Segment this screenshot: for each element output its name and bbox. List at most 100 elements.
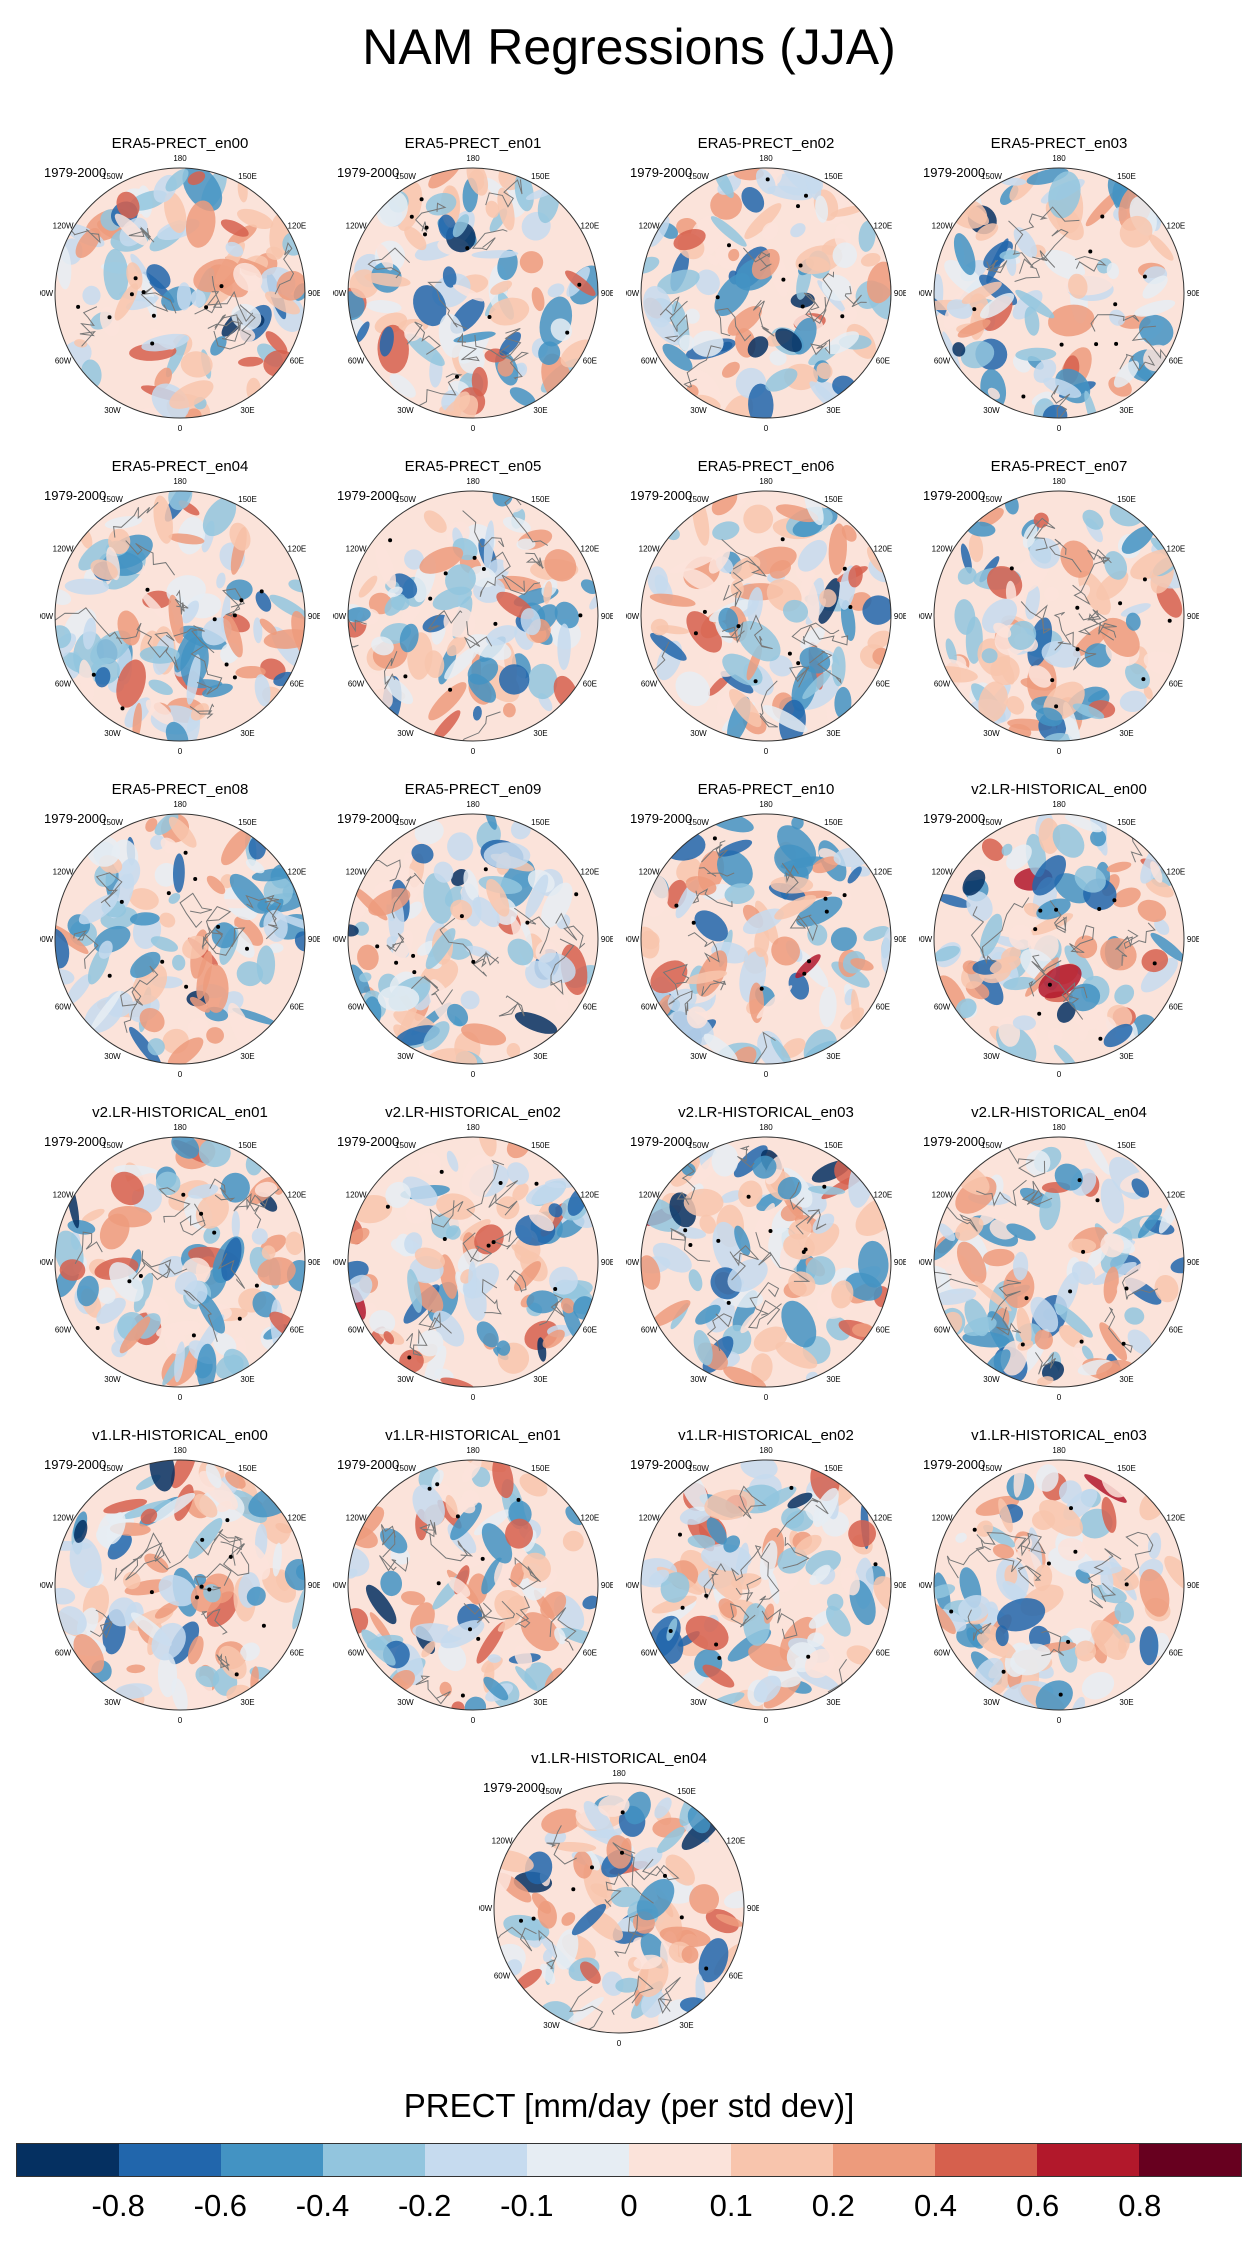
anomaly-patch <box>502 703 516 718</box>
anomaly-patch <box>205 1463 222 1489</box>
anomaly-patch <box>718 839 753 857</box>
anomaly-patch <box>527 663 558 700</box>
coastline <box>538 1929 558 1970</box>
anomaly-patch <box>796 896 843 927</box>
anomaly-patch <box>103 248 129 301</box>
coastline <box>419 1519 437 1538</box>
anomaly-patch <box>1092 1584 1127 1604</box>
longitude-label: 90W <box>919 289 933 298</box>
longitude-label: 60W <box>934 1003 951 1012</box>
anomaly-patch <box>510 1562 525 1588</box>
anomaly-patch <box>978 1204 1001 1226</box>
anomaly-patch <box>461 1460 482 1483</box>
coastline <box>1021 1180 1053 1206</box>
anomaly-patch <box>946 299 973 319</box>
anomaly-patch <box>805 256 830 272</box>
polar-map: 180 150E 120E 90E 60E 30E 0 30W 60W 90W 120W 150W <box>626 1123 906 1402</box>
anomaly-patch <box>246 1586 266 1606</box>
coastline <box>367 247 411 279</box>
map-panel: v2.LR-HISTORICAL_en02 1979-2000 180 150E 120… <box>333 1104 613 1404</box>
longitude-label: 180 <box>466 1123 480 1132</box>
panel-title: ERA5-PRECT_en02 <box>697 135 835 152</box>
anomaly-patch <box>752 1155 777 1179</box>
anomaly-patch <box>81 1208 105 1223</box>
coastline <box>809 271 834 323</box>
anomaly-patch <box>807 1185 846 1195</box>
anomaly-patch <box>145 699 174 725</box>
significance-marker <box>1068 1289 1073 1294</box>
anomaly-patch <box>1078 1560 1123 1575</box>
anomaly-patch <box>757 1486 797 1512</box>
longitude-label: 150E <box>1117 1141 1136 1150</box>
longitude-label: 30W <box>983 406 1000 415</box>
significance-marker <box>842 566 847 571</box>
anomaly-patch <box>472 896 500 928</box>
significance-marker <box>1094 342 1099 347</box>
anomaly-patch <box>167 1037 204 1064</box>
anomaly-patch <box>1148 233 1174 261</box>
longitude-label: 60E <box>583 1649 597 1658</box>
polar-map: 180 150E 120E 90E 60E 30E 0 30W 60W 90W 120W 150W <box>333 477 613 756</box>
panel-period: 1979-2000 <box>44 1134 107 1149</box>
anomaly-patch <box>863 926 890 942</box>
anomaly-patch <box>721 361 740 378</box>
significance-marker <box>1142 577 1147 582</box>
anomaly-patch <box>610 1886 641 1908</box>
anomaly-patch <box>460 990 480 1010</box>
significance-marker <box>802 971 807 976</box>
anomaly-patch <box>348 607 371 623</box>
coastline <box>1087 1548 1122 1584</box>
anomaly-patch <box>98 940 113 959</box>
panel-period: 1979-2000 <box>44 165 107 180</box>
anomaly-patch <box>1042 377 1082 398</box>
longitude-label: 30E <box>826 406 840 415</box>
significance-marker <box>91 672 96 677</box>
anomaly-patch <box>524 1851 553 1885</box>
anomaly-patch <box>866 261 891 304</box>
longitude-label: 120W <box>346 222 367 231</box>
anomaly-patch <box>998 1498 1013 1533</box>
anomaly-patch <box>1064 814 1103 833</box>
anomaly-patch <box>560 1298 575 1314</box>
anomaly-patch <box>1060 540 1094 578</box>
anomaly-patch <box>233 262 263 292</box>
colorbar-tick-label: 0.8 <box>1118 2188 1162 2223</box>
significance-marker <box>428 596 433 601</box>
coastline <box>550 938 575 996</box>
anomaly-patch <box>938 1223 956 1242</box>
significance-marker <box>127 1279 132 1284</box>
anomaly-patch <box>722 394 754 418</box>
significance-marker <box>141 290 146 295</box>
longitude-label: 30E <box>533 1698 547 1707</box>
anomaly-patch <box>108 1206 152 1228</box>
anomaly-patch <box>74 339 88 348</box>
significance-marker <box>1033 927 1038 932</box>
coastline <box>1089 1582 1117 1609</box>
coastline <box>1053 611 1072 651</box>
polar-map: 180 150E 120E 90E 60E 30E 0 30W 60W 90W 120W 150W <box>919 154 1199 433</box>
coastline <box>114 1557 158 1582</box>
anomaly-patch <box>509 387 536 407</box>
anomaly-patch <box>471 366 488 397</box>
longitude-label: 30E <box>533 1375 547 1384</box>
significance-marker <box>483 867 488 872</box>
anomaly-patch <box>446 1003 469 1027</box>
panel-title: v1.LR-HISTORICAL_en03 <box>971 1427 1147 1444</box>
coastline <box>120 1542 189 1572</box>
significance-marker <box>525 920 530 925</box>
longitude-label: 120W <box>346 868 367 877</box>
anomaly-patch <box>225 241 244 257</box>
significance-marker <box>427 1486 432 1491</box>
longitude-label: 90W <box>40 289 54 298</box>
longitude-label: 120W <box>932 868 953 877</box>
anomaly-patch <box>487 1654 501 1663</box>
coastline <box>1121 1269 1159 1300</box>
anomaly-patch <box>966 891 993 922</box>
anomaly-patch <box>1101 1496 1117 1533</box>
anomaly-patch <box>411 843 434 864</box>
anomaly-patch <box>528 1210 555 1232</box>
longitude-label: 0 <box>178 1070 183 1079</box>
anomaly-patch <box>656 1826 685 1854</box>
anomaly-patch <box>168 892 181 904</box>
map-panel: v1.LR-HISTORICAL_en01 1979-2000 180 150E 120… <box>333 1427 613 1727</box>
